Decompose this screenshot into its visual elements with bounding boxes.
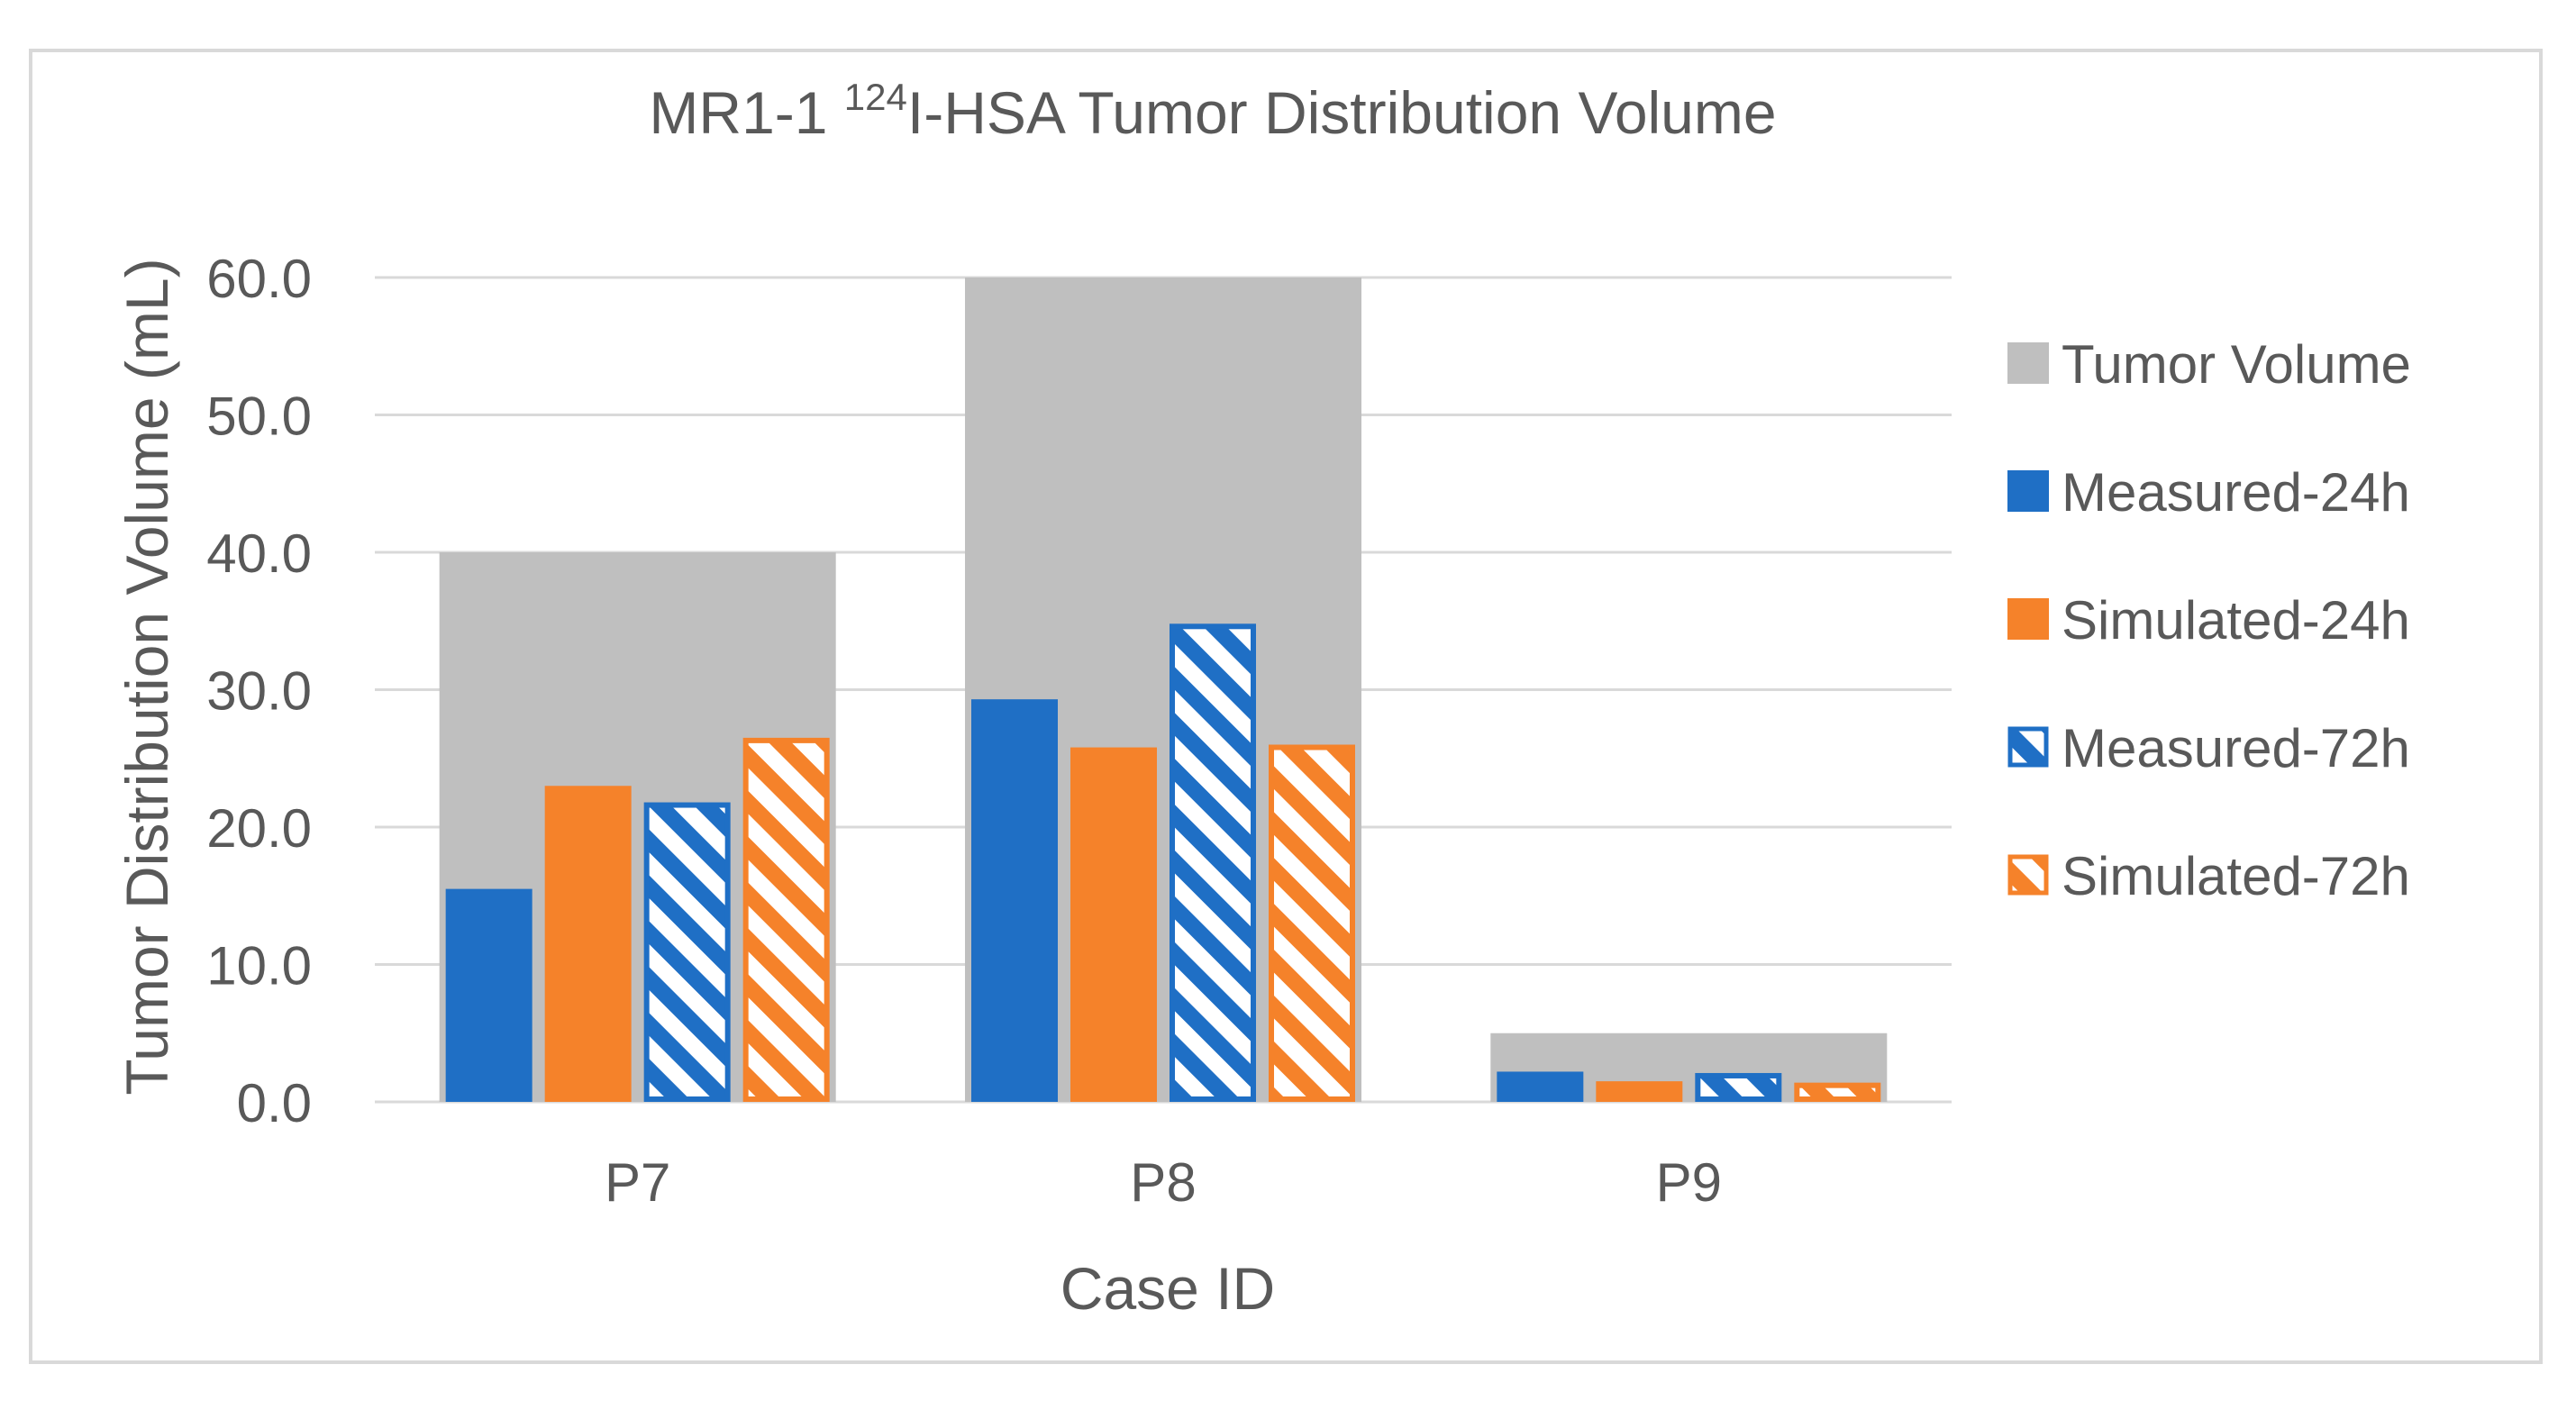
legend-label-simulated-24h: Simulated-24h [2062,590,2410,650]
x-axis-ticks: P7 P8 P9 [605,1152,1722,1213]
y-tick-label: 20.0 [206,798,312,859]
legend-swatch-simulated-24h [2007,598,2049,640]
bar-measured-24h-p9 [1497,1071,1584,1102]
legend-swatch-measured-24h [2007,470,2049,512]
chart-frame: MR1-1 124I-HSA Tumor Distribution Volume… [29,49,2543,1364]
bar-simulated-24h-p8 [1070,747,1157,1102]
bar-measured-72h-p7 [643,802,731,1102]
x-tick-label: P9 [1656,1152,1722,1213]
y-tick-label: 30.0 [206,661,312,722]
y-tick-label: 40.0 [206,523,312,584]
y-axis-label: Tumor Distribution Volume (mL) [114,258,180,1095]
legend-label-simulated-72h: Simulated-72h [2062,846,2410,906]
y-axis-ticks: 0.0 10.0 20.0 30.0 40.0 50.0 60.0 [206,249,312,1133]
title-superscript: 124 [844,76,907,118]
legend-label-measured-24h: Measured-24h [2062,462,2410,523]
y-tick-label: 0.0 [237,1073,312,1133]
y-tick-label: 10.0 [206,936,312,996]
bar-simulated-72h-p7 [742,737,830,1102]
bar-simulated-72h-p8 [1269,744,1355,1102]
legend-label-tumor-volume: Tumor Volume [2062,334,2411,395]
legend-swatch-measured-72h [2007,726,2049,768]
legend: Tumor Volume Measured-24h Simulated-24h Mea… [2007,334,2411,906]
x-tick-label: P7 [605,1152,670,1213]
bar-measured-72h-p9 [1695,1072,1782,1102]
chart-title: MR1-1 124I-HSA Tumor Distribution Volume [649,76,1776,146]
legend-swatch-tumor-volume [2007,342,2049,384]
bars [439,277,1888,1103]
bar-simulated-72h-p9 [1794,1082,1881,1103]
bar-measured-72h-p8 [1170,623,1256,1102]
legend-label-measured-72h: Measured-72h [2062,718,2410,778]
bar-measured-24h-p8 [971,699,1058,1102]
bar-simulated-24h-p7 [544,786,632,1102]
chart-svg: MR1-1 124I-HSA Tumor Distribution Volume… [114,76,2411,1322]
x-axis-label: Case ID [1060,1255,1275,1322]
bar-simulated-24h-p9 [1596,1081,1683,1102]
legend-swatch-simulated-72h [2007,854,2049,896]
bar-measured-24h-p7 [445,888,532,1102]
x-tick-label: P8 [1130,1152,1196,1213]
y-tick-label: 50.0 [206,387,312,447]
y-tick-label: 60.0 [206,249,312,309]
